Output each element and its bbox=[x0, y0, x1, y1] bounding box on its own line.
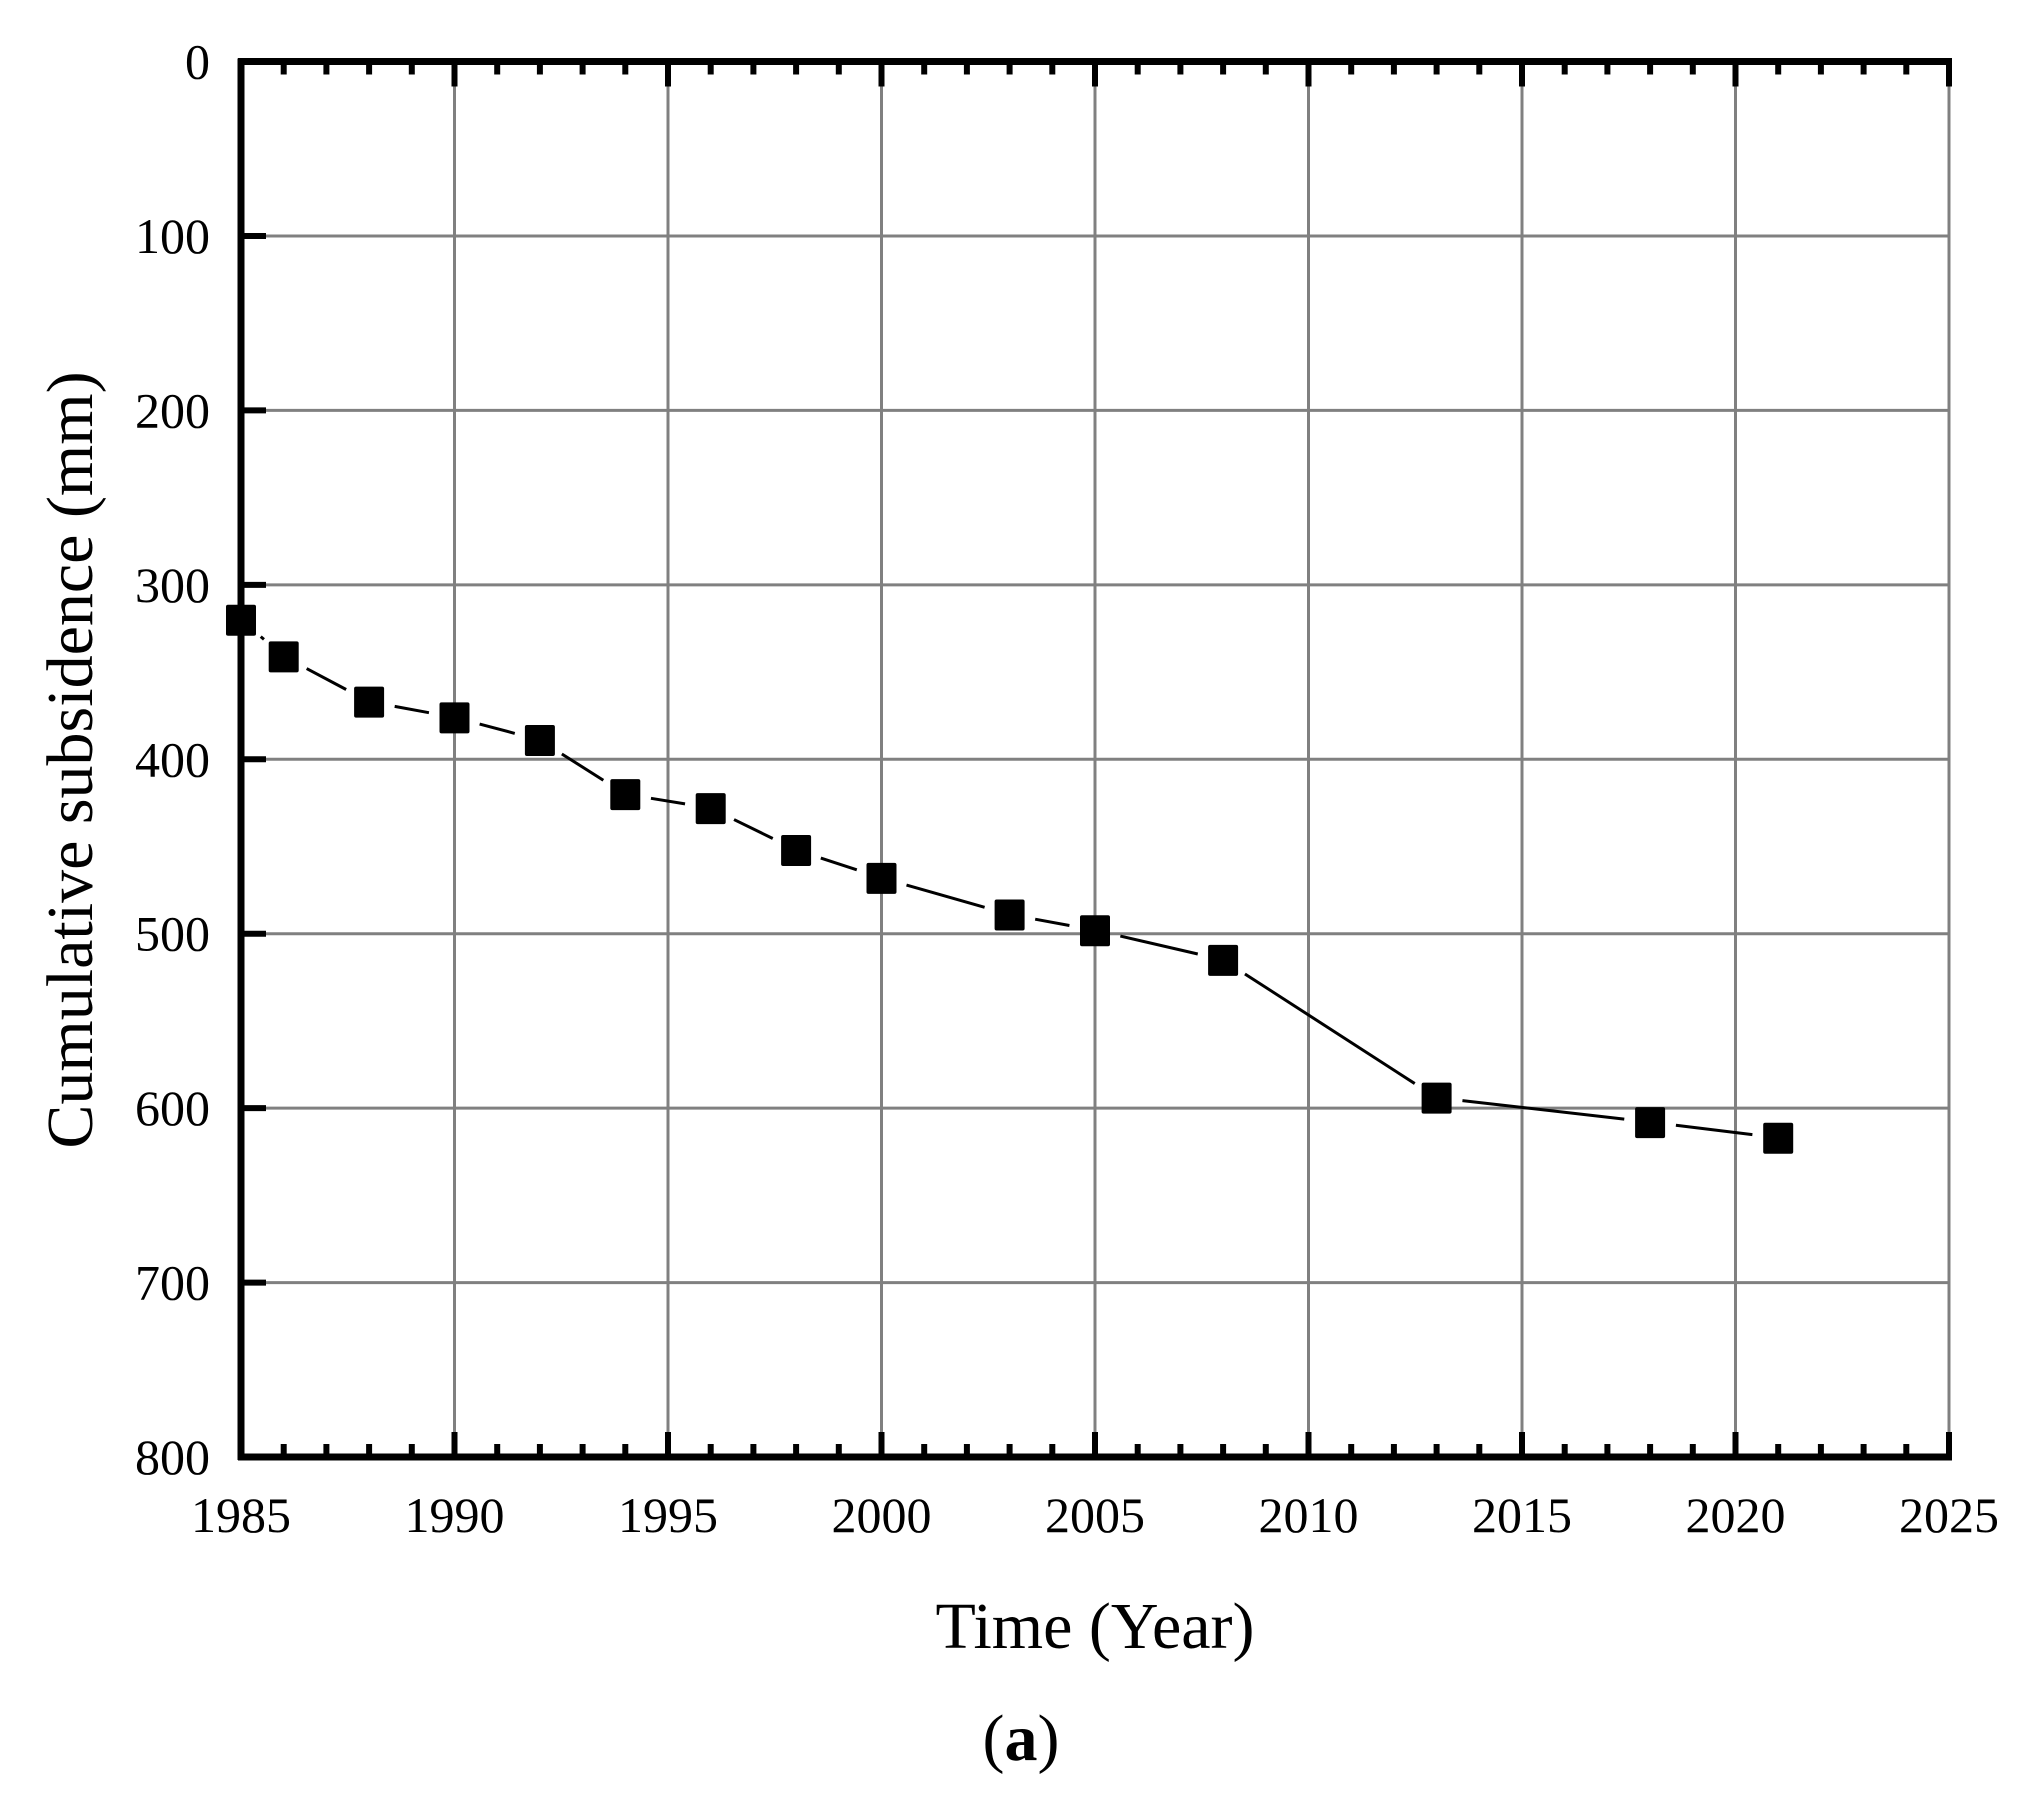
series-segment bbox=[394, 704, 430, 715]
y-tick-label: 700 bbox=[135, 1255, 210, 1311]
y-tick-labels: 0 100 200 300 400 500 600 700 800 bbox=[135, 34, 210, 1486]
square-marker bbox=[268, 641, 299, 673]
x-tick-label: 1995 bbox=[618, 1487, 718, 1543]
series-segment bbox=[1462, 1099, 1625, 1121]
square-marker bbox=[1208, 944, 1239, 976]
series-segment bbox=[479, 722, 516, 735]
panel-label: (a) bbox=[983, 1702, 1060, 1775]
x-axis-title: Time (Year) bbox=[935, 1590, 1254, 1663]
y-tick-label: 0 bbox=[185, 34, 210, 90]
series-segment bbox=[1675, 1123, 1753, 1137]
series-segment bbox=[259, 635, 265, 641]
y-tick-label: 600 bbox=[135, 1080, 210, 1136]
series-segment bbox=[1119, 934, 1199, 956]
x-tick-labels: 1985 1990 1995 2000 2005 2010 2015 2020 2025 bbox=[191, 1487, 1999, 1543]
series-segment bbox=[1244, 972, 1416, 1085]
y-tick-label: 500 bbox=[135, 906, 210, 962]
square-marker bbox=[226, 604, 256, 636]
x-tick-label: 2005 bbox=[1045, 1487, 1145, 1543]
x-tick-label: 2020 bbox=[1686, 1487, 1786, 1543]
data-series bbox=[226, 604, 1794, 1154]
x-tick-label: 2000 bbox=[832, 1487, 932, 1543]
square-marker bbox=[994, 899, 1025, 931]
square-marker bbox=[1763, 1122, 1794, 1154]
square-marker bbox=[439, 702, 470, 734]
series-segment bbox=[305, 667, 347, 691]
y-axis-title: Cumulative subsidence (mm) bbox=[34, 371, 107, 1148]
series-segment bbox=[733, 818, 774, 840]
series-segment bbox=[650, 796, 686, 806]
square-marker bbox=[695, 793, 726, 825]
y-tick-label: 800 bbox=[135, 1429, 210, 1485]
y-tick-label: 200 bbox=[135, 382, 210, 438]
square-marker bbox=[866, 862, 897, 894]
square-marker bbox=[354, 686, 385, 718]
series-segment bbox=[1034, 917, 1070, 927]
square-marker bbox=[781, 834, 812, 866]
square-marker bbox=[1080, 915, 1110, 947]
x-tick-label: 2015 bbox=[1472, 1487, 1572, 1543]
square-marker bbox=[524, 725, 555, 757]
square-marker bbox=[610, 779, 641, 811]
x-tick-label: 1985 bbox=[191, 1487, 291, 1543]
y-tick-label: 400 bbox=[135, 731, 210, 787]
series-segment bbox=[820, 856, 858, 872]
series-segment bbox=[561, 752, 605, 782]
x-tick-label: 1990 bbox=[405, 1487, 505, 1543]
y-tick-label: 100 bbox=[135, 208, 210, 264]
y-tick-label: 300 bbox=[135, 557, 210, 613]
grid-lines bbox=[241, 61, 1951, 1457]
x-tick-label: 2025 bbox=[1899, 1487, 1999, 1543]
axis-ticks bbox=[238, 58, 1952, 1460]
series-segment bbox=[906, 883, 986, 909]
x-tick-label: 2010 bbox=[1259, 1487, 1359, 1543]
square-marker bbox=[1421, 1082, 1452, 1114]
square-marker bbox=[1635, 1107, 1666, 1139]
